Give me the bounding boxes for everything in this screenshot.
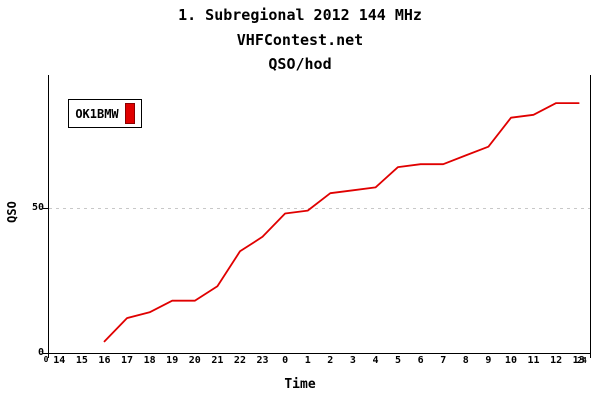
x-tick-label-13: 13 bbox=[572, 355, 585, 366]
plot-right-border bbox=[590, 75, 591, 354]
y-tick-mark-50 bbox=[43, 207, 48, 209]
x-tick-label-2: 2 bbox=[327, 355, 334, 366]
x-tick-label-1: 1 bbox=[304, 355, 311, 366]
x-tick-label-22: 22 bbox=[233, 355, 246, 366]
x-tick-label-15: 15 bbox=[75, 355, 88, 366]
gridline-50 bbox=[49, 207, 590, 209]
x-tick-label-7: 7 bbox=[440, 355, 447, 366]
x-origin-tick bbox=[48, 353, 49, 358]
x-tick-label-21: 21 bbox=[211, 355, 224, 366]
x-tick-label-23: 23 bbox=[256, 355, 269, 366]
x-axis-title: Time bbox=[284, 377, 316, 392]
chart-subtitle: VHFContest.net bbox=[236, 31, 364, 49]
legend-box: OK1BMW bbox=[68, 99, 142, 128]
x-tick-label-14: 14 bbox=[53, 355, 66, 366]
chart-title: 1. Subregional 2012 144 MHz bbox=[178, 6, 422, 24]
x-tick-label-9: 9 bbox=[485, 355, 492, 366]
x-tick-label-5: 5 bbox=[395, 355, 402, 366]
x-tick-label-10: 10 bbox=[504, 355, 517, 366]
x-tick-label-0: 0 bbox=[282, 355, 289, 366]
x-tick-label-18: 18 bbox=[143, 355, 156, 366]
x-tick-label-8: 8 bbox=[462, 355, 469, 366]
legend-series-label: OK1BMW bbox=[75, 106, 119, 121]
y-tick-label-0: 0 bbox=[37, 347, 44, 358]
x-axis-line bbox=[48, 353, 591, 354]
legend-marker bbox=[124, 103, 135, 124]
x-tick-label-12: 12 bbox=[550, 355, 563, 366]
x-tick-label-4: 4 bbox=[372, 355, 379, 366]
x-end-label: 24 bbox=[577, 356, 587, 365]
x-origin-label: 0 bbox=[43, 355, 49, 364]
x-tick-label-6: 6 bbox=[417, 355, 424, 366]
y-axis-line bbox=[48, 75, 49, 354]
chart-metric-label: QSO/hod bbox=[268, 55, 332, 73]
x-end-tick bbox=[590, 353, 591, 358]
y-tick-mark-0 bbox=[43, 353, 48, 354]
x-tick-label-20: 20 bbox=[188, 355, 201, 366]
y-tick-label-50: 50 bbox=[31, 201, 44, 213]
x-tick-label-11: 11 bbox=[527, 355, 540, 366]
y-axis-title: QSO bbox=[5, 201, 19, 223]
series-polyline bbox=[103, 102, 580, 343]
x-tick-label-17: 17 bbox=[121, 355, 134, 366]
x-tick-label-3: 3 bbox=[349, 355, 356, 366]
x-tick-label-19: 19 bbox=[166, 355, 179, 366]
x-tick-label-16: 16 bbox=[98, 355, 111, 366]
